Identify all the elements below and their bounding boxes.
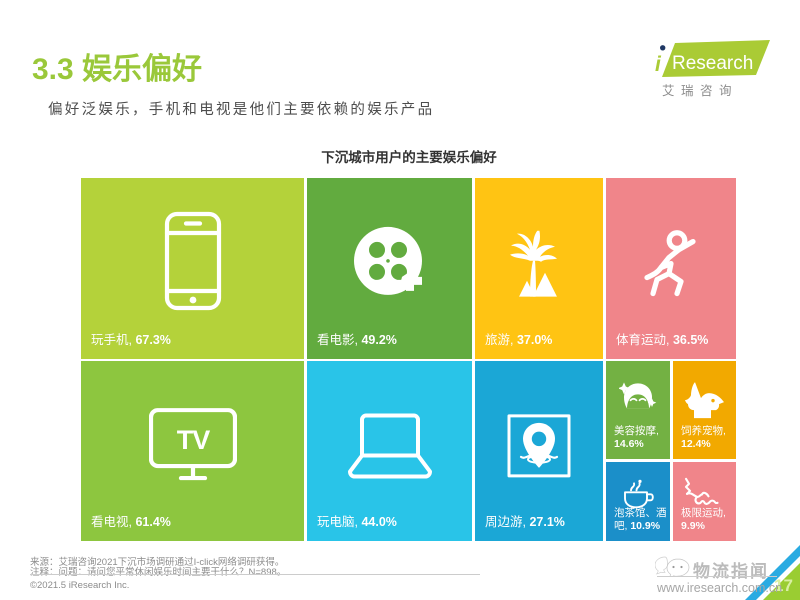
svg-text:TV: TV	[176, 425, 209, 455]
